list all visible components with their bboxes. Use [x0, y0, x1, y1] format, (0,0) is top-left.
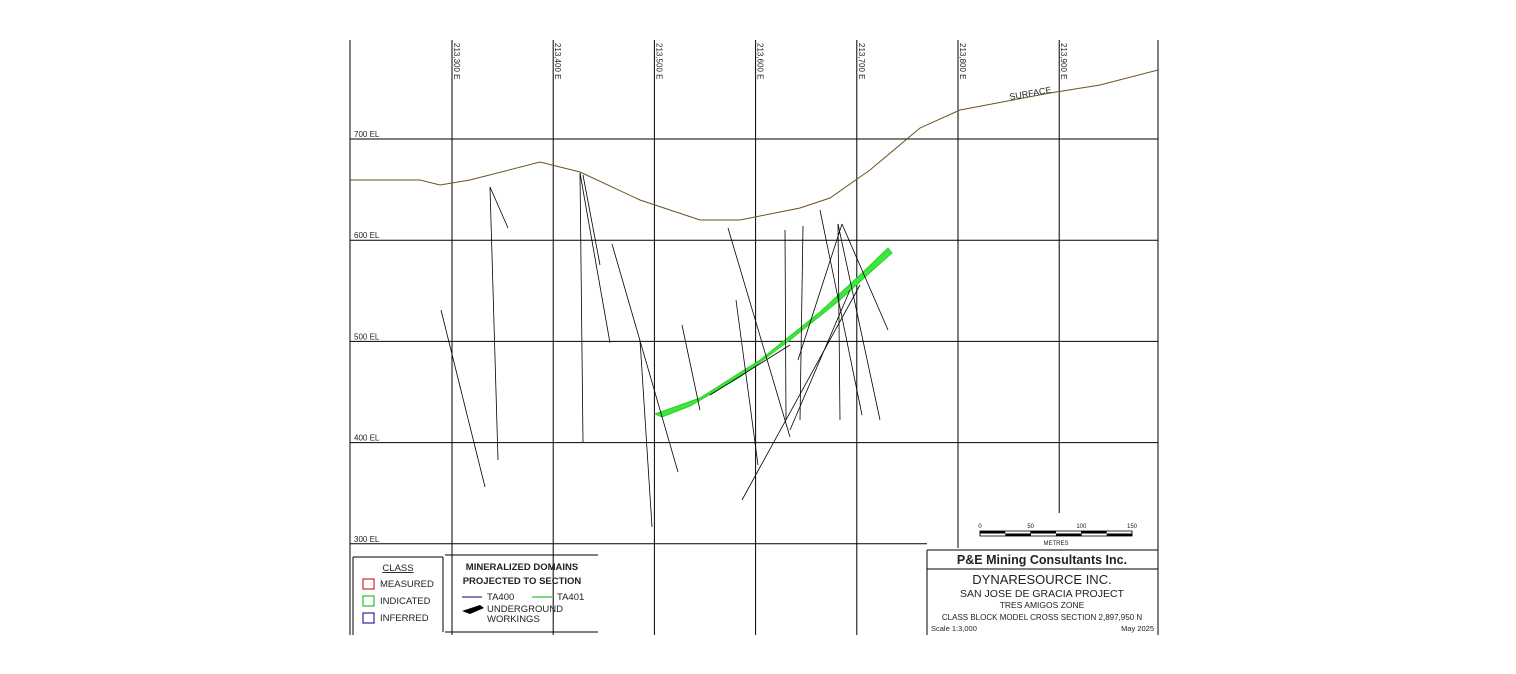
elevation-label: 500 EL — [354, 332, 380, 341]
drill-hole — [799, 225, 804, 421]
elevation-label: 400 EL — [354, 434, 380, 443]
scale-tick-label: 0 — [978, 524, 982, 530]
scale-tick-label: 50 — [1027, 524, 1034, 530]
legend-item: TA400 — [487, 592, 514, 603]
scale-bar: METRES 0 50 100 150 — [978, 524, 1137, 547]
scale-segment — [980, 531, 1006, 534]
scale-segment — [1106, 533, 1132, 536]
drill-hole — [709, 344, 791, 396]
project: SAN JOSE DE GRACIA PROJECT — [960, 588, 1125, 600]
drill-hole — [837, 223, 841, 421]
scale-segment — [1005, 533, 1031, 536]
grid: 213,300 E 213,400 E 213,500 E 213,600 E 213,… — [349, 40, 1159, 635]
class-legend: CLASS MEASURED INDICATED INFERRED — [352, 556, 444, 635]
drill-hole — [837, 223, 881, 421]
drill-hole — [735, 299, 759, 466]
drill-hole — [797, 223, 843, 361]
company: P&E Mining Consultants Inc. — [957, 553, 1127, 567]
drill-hole — [741, 284, 861, 501]
measured-swatch — [362, 578, 375, 590]
domain-legend: MINERALIZED DOMAINS PROJECTED TO SECTION… — [445, 554, 598, 633]
drill-hole — [582, 174, 601, 266]
legend-title: MINERALIZED DOMAINS — [466, 562, 578, 573]
surface-label: SURFACE — [1009, 85, 1053, 102]
workings-swatch — [462, 605, 484, 614]
easting-label: 213,900 E — [1059, 43, 1068, 79]
elevation-label: 700 EL — [354, 130, 380, 139]
legend-title: CLASS — [382, 563, 413, 574]
drill-hole — [681, 324, 701, 411]
scale-segment — [1081, 531, 1107, 534]
easting-label: 213,400 E — [553, 43, 562, 79]
drill-hole — [639, 339, 653, 528]
legend-title: PROJECTED TO SECTION — [463, 576, 582, 587]
description: CLASS BLOCK MODEL CROSS SECTION 2,897,95… — [942, 613, 1142, 622]
drill-holes — [440, 172, 889, 528]
indicated-swatch — [362, 595, 375, 607]
scale-segment — [1030, 531, 1056, 534]
title-block: P&E Mining Consultants Inc. DYNARESOURCE… — [926, 549, 1158, 635]
easting-label: 213,800 E — [958, 43, 967, 79]
client: DYNARESOURCE INC. — [972, 572, 1111, 587]
scale-tick-label: 150 — [1127, 524, 1138, 530]
surface-line — [350, 69, 1159, 221]
drill-hole — [440, 309, 486, 488]
easting-label: 213,700 E — [857, 43, 866, 79]
drill-hole — [841, 223, 889, 331]
scale-tick-label: 100 — [1076, 524, 1087, 530]
scale-unit: METRES — [1043, 541, 1068, 547]
easting-label: 213,300 E — [452, 43, 461, 79]
drill-hole — [489, 186, 509, 229]
easting-label: 213,600 E — [756, 43, 765, 79]
drill-hole — [789, 289, 851, 431]
inferred-swatch — [362, 612, 375, 624]
elevation-label: 600 EL — [354, 231, 380, 240]
zone: TRES AMIGOS ZONE — [1000, 600, 1085, 610]
drill-hole — [611, 243, 679, 473]
legend-item: MEASURED — [380, 579, 434, 590]
legend-item: TA401 — [557, 592, 584, 603]
legend-item: INFERRED — [380, 613, 429, 624]
legend-item: INDICATED — [380, 596, 431, 607]
scale-text: Scale 1:3,000 — [931, 624, 977, 633]
drill-hole — [579, 172, 611, 344]
drill-hole — [727, 227, 791, 438]
drill-hole — [579, 172, 584, 443]
easting-label: 213,500 E — [654, 43, 663, 79]
drill-hole — [784, 229, 787, 421]
legend-item: WORKINGS — [487, 614, 540, 625]
drill-hole — [819, 209, 863, 416]
scale-segment — [1056, 533, 1082, 536]
legend-item: UNDERGROUND — [487, 604, 563, 615]
elevation-label: 300 EL — [354, 535, 380, 544]
date: May 2025 — [1121, 624, 1154, 633]
drill-hole — [489, 186, 499, 461]
